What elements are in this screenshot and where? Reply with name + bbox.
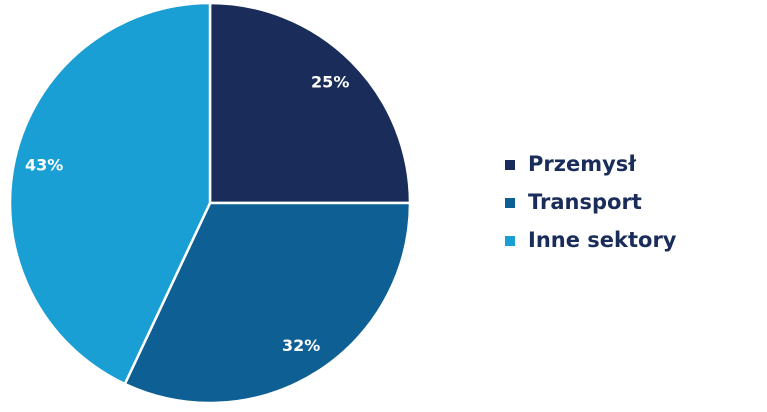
- legend-marker: [505, 236, 515, 246]
- pie-slice: [123, 201, 412, 405]
- legend-label: Inne sektory: [528, 228, 677, 252]
- legend-marker: [505, 198, 515, 208]
- pie: 25% 32% 43%: [8, 1, 412, 405]
- data-label: 25%: [311, 72, 349, 91]
- legend-label: Transport: [528, 190, 642, 214]
- data-label: 43%: [25, 155, 63, 174]
- legend-label: Przemysł: [528, 152, 637, 176]
- pie-slice: [208, 1, 412, 205]
- legend: Przemysł Transport Inne sektory: [505, 152, 677, 252]
- data-label: 32%: [282, 336, 320, 355]
- legend-marker: [505, 160, 515, 170]
- pie-slice: [8, 1, 212, 386]
